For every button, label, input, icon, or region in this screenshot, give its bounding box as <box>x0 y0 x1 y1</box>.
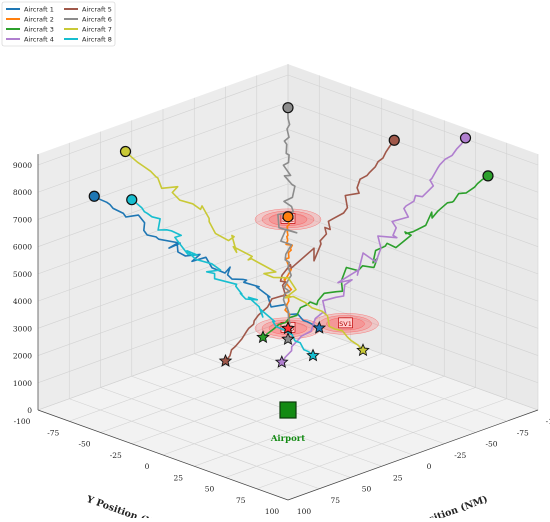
z-tick-label: 7000 <box>13 215 32 224</box>
grid-floor-y <box>194 375 445 467</box>
y-tick-label: -25 <box>110 451 122 460</box>
x-tick-label: -100 <box>546 417 550 426</box>
end-star <box>306 348 320 362</box>
grid-lines <box>37 64 539 501</box>
end-star <box>281 321 295 335</box>
y-axis-label: Y Position (NM) <box>84 494 169 518</box>
grid-wall-z <box>37 101 289 193</box>
end-star <box>274 355 289 368</box>
grid-wall-z <box>37 156 289 247</box>
end-star <box>312 320 327 334</box>
legend-label: Aircraft 1 <box>24 5 54 13</box>
y-tick-label: -75 <box>47 428 59 437</box>
grid-wall-z <box>287 101 539 193</box>
z-tick-label: 5000 <box>13 270 32 279</box>
legend-label: Aircraft 7 <box>82 25 112 33</box>
x-tick-label: 75 <box>330 496 340 505</box>
tick-labels: -100 -100 -75 -75 -50 -50 -25 -25 0 0 25 25 50 50 75 75… <box>13 161 550 516</box>
start-marker-2 <box>282 211 294 223</box>
x-tick-label: 0 <box>427 462 432 471</box>
grid-wall-z <box>37 183 289 275</box>
end-star <box>256 330 270 344</box>
point-markers <box>88 102 494 368</box>
grid-wall-z <box>287 74 539 166</box>
z-tick-label: 4000 <box>13 297 32 306</box>
start-marker-5 <box>388 134 400 146</box>
station-label: SV1 <box>339 320 352 328</box>
station-box <box>338 317 353 329</box>
grid-wall-z <box>287 238 539 329</box>
trajectory-7 <box>124 150 364 351</box>
y-axis-edge <box>37 409 289 501</box>
grid-floor-x <box>131 375 382 467</box>
grid-wall-z <box>37 74 289 166</box>
trajectory-6 <box>277 107 298 340</box>
trajectory-4 <box>281 137 467 363</box>
start-marker-1 <box>88 190 100 202</box>
grid-floor-y <box>225 387 476 478</box>
legend-label: Aircraft 4 <box>24 35 54 43</box>
grid-floor-y <box>256 398 507 490</box>
x-tick-label: 100 <box>297 507 312 516</box>
end-star <box>356 343 370 357</box>
trajectory-5 <box>224 139 395 362</box>
y-tick-label: -100 <box>14 417 31 426</box>
legend-label: Aircraft 2 <box>24 15 54 23</box>
grid-wall-z <box>37 292 289 384</box>
x-tick-label: -75 <box>517 428 529 437</box>
legend-label: Aircraft 8 <box>82 35 112 43</box>
airport-marker-group: Airport <box>270 401 305 444</box>
legend-label: Aircraft 3 <box>24 25 54 33</box>
start-marker-3 <box>482 170 494 182</box>
legend-label: Aircraft 5 <box>82 5 112 13</box>
x-tick-label: -50 <box>485 440 497 449</box>
grid-wall-z <box>287 292 539 384</box>
z-tick-label: 0 <box>27 406 32 415</box>
legend: Aircraft 1 Aircraft 2 Aircraft 3 Aircraft 4… <box>1 1 116 47</box>
trajectory-8 <box>131 199 314 357</box>
z-tick-label: 9000 <box>13 161 32 170</box>
z-tick-label: 1000 <box>13 379 32 388</box>
grid-floor-x <box>100 387 351 478</box>
y-tick-label: -50 <box>78 440 90 449</box>
y-tick-label: 100 <box>265 507 280 516</box>
y-tick-label: 25 <box>173 473 183 482</box>
grid-wall-z <box>37 129 289 220</box>
z-tick-label: 6000 <box>13 243 32 252</box>
start-marker-4 <box>459 132 472 144</box>
x-tick-label: 25 <box>393 473 403 482</box>
legend-label: Aircraft 6 <box>82 15 112 23</box>
grid-wall-z <box>37 210 289 302</box>
grid-wall-z <box>37 319 289 411</box>
grid-wall-z <box>287 183 539 275</box>
y-tick-label: 0 <box>145 462 150 471</box>
x-tick-label: 50 <box>362 485 372 494</box>
y-tick-label: 50 <box>205 485 215 494</box>
trajectory-lines <box>93 107 489 363</box>
airport-marker <box>279 401 297 419</box>
grid-wall-z <box>287 265 539 356</box>
z-tick-label: 3000 <box>13 324 32 333</box>
x-axis-edge <box>287 409 539 501</box>
grid-wall-z <box>287 129 539 220</box>
end-star <box>218 353 233 367</box>
grid-wall-z <box>287 319 539 411</box>
end-star <box>281 332 295 346</box>
trajectory-3 <box>262 175 489 338</box>
start-marker-7 <box>119 145 132 158</box>
x-tick-label: -25 <box>454 451 466 460</box>
airport-label: Airport <box>270 434 305 444</box>
legend-box <box>1 1 116 47</box>
start-marker-6 <box>282 102 294 114</box>
x-axis-label: X Position (NM) <box>405 494 489 518</box>
start-marker-8 <box>126 194 138 206</box>
z-tick-label: 2000 <box>13 352 32 361</box>
grid-floor-x <box>69 398 320 490</box>
y-tick-label: 75 <box>236 496 246 505</box>
z-tick-label: 8000 <box>13 188 32 197</box>
